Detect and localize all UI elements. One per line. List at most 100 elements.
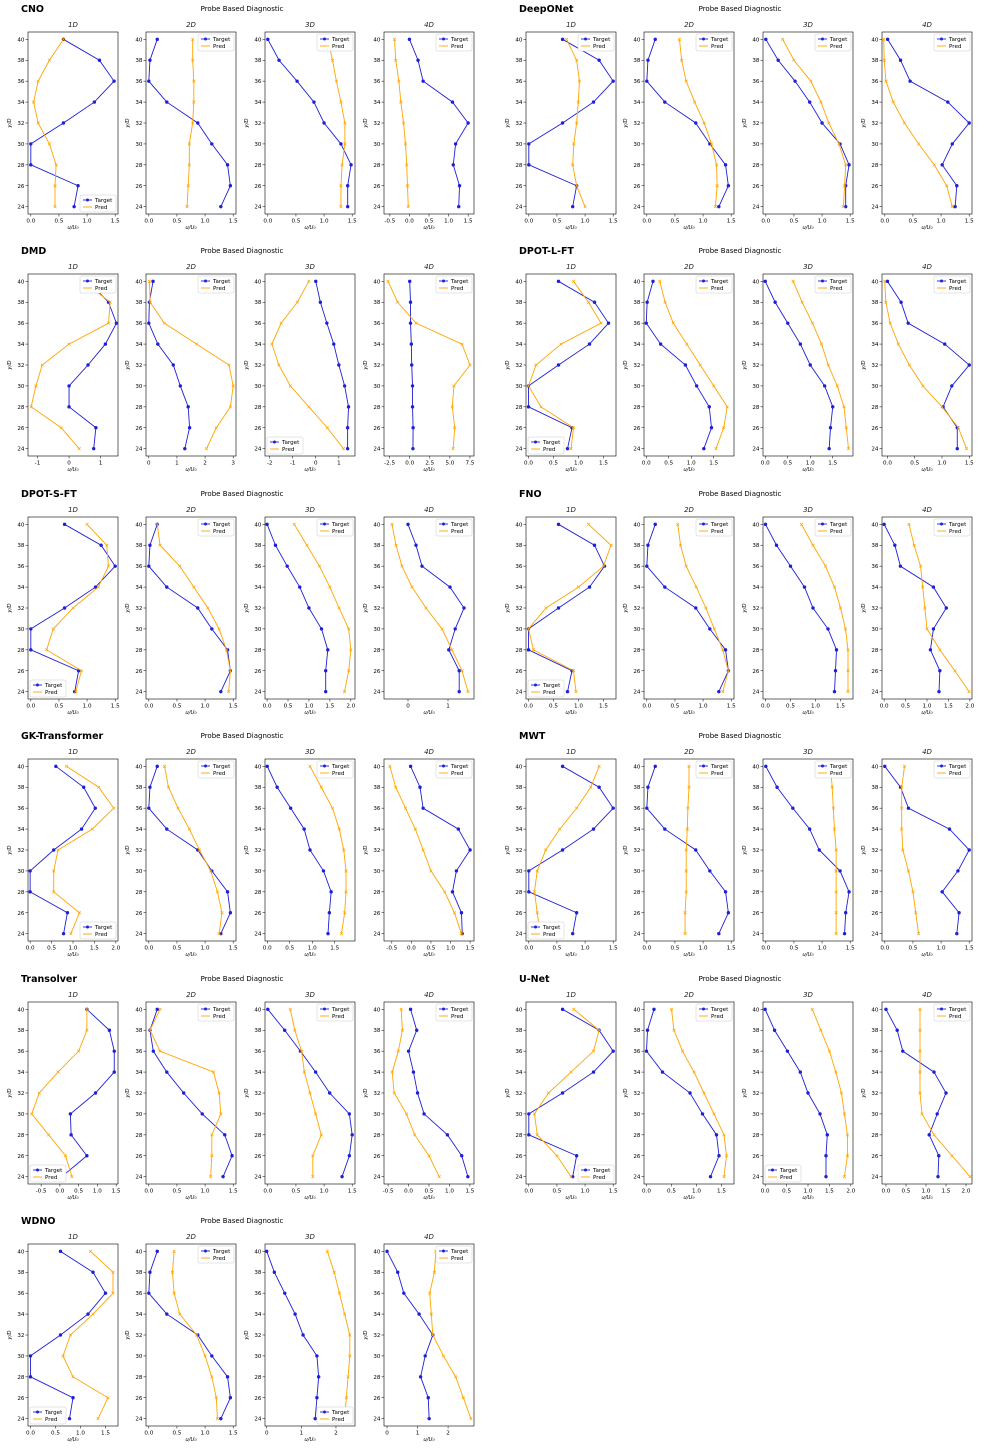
y-tick-label: 30: [752, 384, 760, 390]
target-point: [345, 426, 350, 430]
y-tick-label: 28: [752, 890, 760, 896]
target-point: [151, 279, 155, 284]
chart-group-deeponet: DeepONet Probe Based Diagnostic1D24262830…: [505, 4, 974, 231]
legend-target-marker: [702, 37, 705, 41]
y-axis-label: y/D: [244, 360, 250, 370]
pred-point: [325, 426, 329, 430]
target-point: [275, 785, 279, 789]
diagnostic-title: Probe Based Diagnostic: [201, 975, 284, 983]
pred-point: [54, 163, 58, 167]
pred-point: [834, 848, 838, 852]
x-tick-label: 0.0: [880, 946, 889, 952]
y-tick-label: 24: [871, 1175, 879, 1181]
pred-point: [591, 1049, 596, 1053]
pred-point: [555, 1154, 559, 1158]
target-point: [147, 564, 151, 568]
pred-point: [950, 1154, 954, 1158]
y-tick-label: 38: [633, 785, 641, 791]
legend-box: [79, 921, 117, 940]
target-point: [832, 689, 837, 694]
y-tick-label: 36: [135, 1291, 143, 1297]
pred-point: [842, 184, 847, 188]
y-tick-label: 34: [752, 585, 760, 591]
pred-point: [217, 1091, 221, 1095]
legend-target-label: Target: [829, 37, 848, 43]
y-tick-label: 40: [633, 522, 641, 528]
target-point: [448, 585, 452, 589]
y-tick-label: 40: [254, 522, 262, 528]
y-tick-label: 30: [633, 384, 641, 390]
x-tick-label: 0.0: [642, 704, 651, 710]
pred-point: [558, 827, 562, 831]
y-tick-label: 34: [752, 342, 760, 348]
legend-target-marker: [86, 279, 89, 283]
target-point: [556, 606, 561, 610]
pred-point: [390, 522, 394, 526]
y-tick-label: 24: [135, 205, 143, 211]
x-tick-label: 0.5: [425, 1189, 434, 1195]
target-point: [906, 321, 910, 325]
panel-title: 1D: [566, 991, 576, 999]
target-point: [349, 163, 353, 167]
x-tick-label: 1.5: [828, 461, 837, 467]
target-point: [92, 100, 97, 104]
x-tick-label: 1.5: [229, 946, 238, 952]
diagnostic-title: Probe Based Diagnostic: [201, 490, 284, 498]
panel-title: 4D: [922, 991, 932, 999]
target-point: [466, 121, 470, 125]
pred-point: [680, 58, 684, 62]
pred-point: [295, 300, 299, 304]
pred-point: [111, 1291, 115, 1295]
pred-point: [921, 384, 925, 388]
chart-group-fno: FNO Probe Based Diagnostic1D2426283032343…: [505, 489, 975, 716]
y-tick-label: 26: [373, 184, 381, 190]
panel-title: 3D: [803, 21, 813, 29]
pred-point: [443, 890, 447, 894]
pred-point: [845, 1133, 850, 1137]
target-point: [58, 1249, 63, 1254]
y-tick-label: 36: [515, 321, 523, 327]
x-tick-label: 1.5: [825, 1189, 834, 1195]
y-axis-label: y/D: [244, 603, 250, 613]
pred-point: [918, 1028, 922, 1032]
target-point: [147, 321, 151, 325]
target-point: [450, 890, 455, 894]
y-tick-label: 30: [871, 869, 879, 875]
target-point: [597, 58, 601, 62]
y-tick-label: 30: [373, 142, 381, 148]
legend-target-label: Target: [212, 1007, 231, 1013]
x-tick-label: 1.5: [348, 219, 357, 225]
panel-title: 1D: [68, 263, 78, 271]
y-tick-label: 36: [752, 79, 760, 85]
target-point: [421, 79, 425, 83]
pred-point: [832, 827, 837, 831]
pred-point: [79, 669, 84, 673]
y-tick-label: 24: [373, 1417, 381, 1423]
pred-point: [453, 426, 457, 430]
y-tick-label: 30: [17, 142, 25, 148]
plot-area: [27, 758, 119, 942]
legend-target-marker: [204, 279, 207, 283]
panel-title: 3D: [305, 263, 315, 271]
target-point: [456, 827, 461, 831]
y-tick-label: 24: [254, 1417, 262, 1423]
x-tick-label: 0.0: [524, 461, 533, 467]
x-tick-label: 1.0: [937, 946, 946, 952]
y-tick-label: 24: [17, 1175, 25, 1181]
pred-point: [799, 522, 804, 526]
y-tick-label: 28: [871, 405, 879, 411]
legend-target-label: Target: [212, 279, 231, 285]
pred-point: [684, 848, 688, 852]
x-tick-label: 1.0: [699, 219, 708, 225]
target-point: [28, 1354, 33, 1358]
pred-point: [571, 669, 576, 673]
target-point: [556, 363, 561, 367]
y-tick-label: 26: [254, 426, 262, 432]
y-tick-label: 24: [373, 205, 381, 211]
